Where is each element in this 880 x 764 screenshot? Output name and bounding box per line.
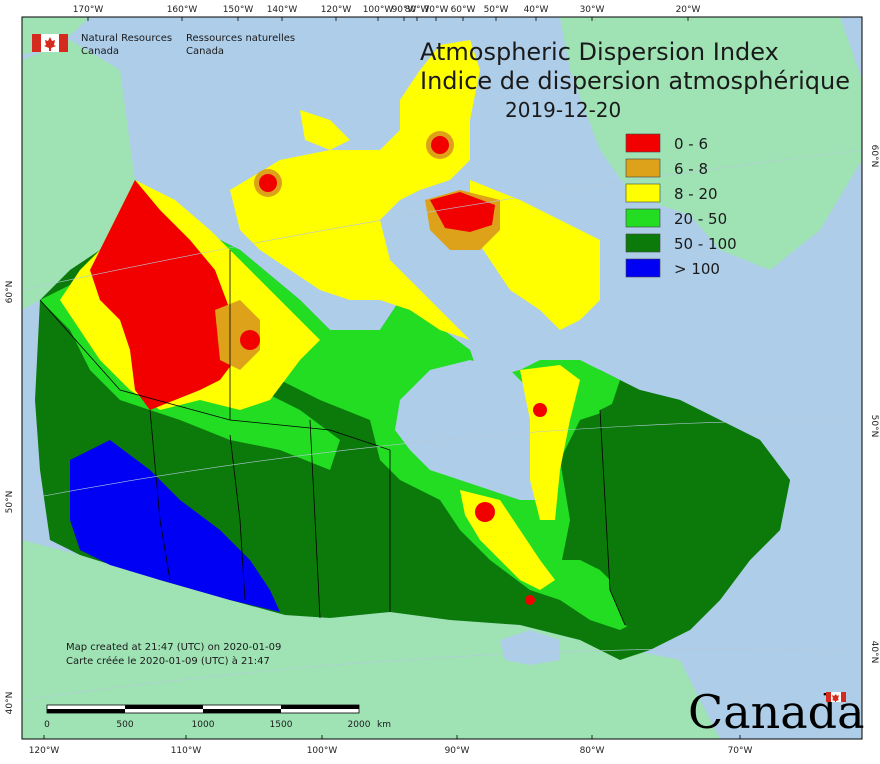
legend-label: 6 - 8 <box>674 160 708 178</box>
legend-swatch <box>625 183 661 203</box>
bottom-tick-label: 90°W <box>445 746 470 756</box>
legend-swatch <box>625 258 661 278</box>
created-note-en: Map created at 21:47 (UTC) on 2020-01-09 <box>66 642 281 653</box>
top-tick-label: 140°W <box>267 5 298 15</box>
org-en-line2: Canada <box>81 46 119 57</box>
graticule <box>21 149 863 701</box>
legend-label: 20 - 50 <box>674 210 727 228</box>
great-lakes <box>500 630 560 665</box>
zone-0-6-spot-a <box>240 330 260 350</box>
legend-swatch <box>625 158 661 178</box>
bottom-tick-label: 70°W <box>728 746 753 756</box>
zone-8-20-quebec <box>520 365 580 520</box>
zone-50-100-east <box>600 390 790 640</box>
hudson-bay <box>395 360 545 500</box>
scale-label: 2000 <box>348 720 371 730</box>
zone-0-6-spot-b <box>259 174 277 192</box>
zone-20-50-south <box>540 560 640 630</box>
arctic-island-small <box>300 110 350 150</box>
bottom-tick-label: 80°W <box>580 746 605 756</box>
legend-label: 8 - 20 <box>674 185 718 203</box>
wordmark-flag-icon <box>826 692 846 702</box>
right-tick-label: 50°N <box>869 415 879 438</box>
scale-bar-labels: 0 500 1000 1500 2000 <box>44 720 371 730</box>
top-tick-label: 20°W <box>676 5 701 15</box>
bottom-tick-labels: 120°W 110°W 100°W 90°W 80°W 70°W <box>29 735 753 756</box>
scale-unit: km <box>377 720 391 730</box>
top-tick-label: 70°W <box>424 5 449 15</box>
zone-gt-100 <box>70 440 280 612</box>
legend-swatch <box>625 233 661 253</box>
map-date: 2019-12-20 <box>505 98 621 122</box>
top-tick-label: 120°W <box>321 5 352 15</box>
left-tick-label: 40°N <box>5 692 15 715</box>
legend: 0 - 6 6 - 8 8 - 20 20 - 50 50 - 100 > 100 <box>625 133 737 278</box>
usa-land <box>22 540 720 739</box>
title-fr: Indice de dispersion atmosphérique <box>420 67 850 95</box>
top-tick-label: 50°W <box>484 5 509 15</box>
zone-0-6-spot-f <box>525 595 535 605</box>
canada-wordmark: Canada <box>688 685 865 739</box>
province-borders <box>39 250 626 626</box>
top-tick-labels: 170°W 160°W 150°W 140°W 120°W 100°W90°W80°W70… <box>73 5 701 21</box>
canada-flag-icon <box>32 34 68 52</box>
scale-label: 1500 <box>270 720 293 730</box>
top-tick-label: 80°W <box>405 5 430 15</box>
org-en-line1: Natural Resources <box>81 33 172 44</box>
top-tick-label: 40°W <box>524 5 549 15</box>
zone-0-6-spot-d <box>475 502 495 522</box>
top-tick-label: 160°W <box>167 5 198 15</box>
scale-label: 1000 <box>192 720 215 730</box>
arctic-archipelago <box>230 40 480 340</box>
left-tick-labels: 60°N 50°N 40°N <box>5 281 15 715</box>
zone-6-8-northwest <box>215 300 260 370</box>
top-tick-label: 90°W <box>392 5 417 15</box>
alaska-land <box>22 40 135 310</box>
bottom-tick-label: 100°W <box>307 746 338 756</box>
left-tick-label: 60°N <box>5 281 15 304</box>
map-border <box>21 16 863 740</box>
right-tick-label: 60°N <box>869 145 879 168</box>
legend-swatch <box>625 208 661 228</box>
bottom-tick-label: 110°W <box>171 746 202 756</box>
scale-bar: 0 500 1000 1500 2000 km <box>44 704 391 730</box>
scale-label: 500 <box>116 720 133 730</box>
greenland <box>560 17 862 270</box>
legend-label: 50 - 100 <box>674 235 737 253</box>
legend-label: 0 - 6 <box>674 135 708 153</box>
zone-0-6-spot-c <box>431 136 449 154</box>
top-tick-label: 100°W <box>363 5 394 15</box>
right-tick-labels: 60°N 50°N 40°N <box>869 145 879 664</box>
org-fr-line2: Canada <box>186 46 224 57</box>
bottom-tick-label: 120°W <box>29 746 60 756</box>
legend-swatch <box>625 133 661 153</box>
scale-label: 0 <box>44 720 50 730</box>
left-tick-label: 50°N <box>5 491 15 514</box>
top-tick-label: 170°W <box>73 5 104 15</box>
top-tick-label: 60°W <box>451 5 476 15</box>
zone-0-6-spot-e <box>533 403 547 417</box>
zone-0-6-northwest <box>90 180 235 410</box>
right-tick-label: 40°N <box>869 641 879 664</box>
title-en: Atmospheric Dispersion Index <box>420 38 779 66</box>
top-tick-label: 30°W <box>580 5 605 15</box>
zone-0-6-arctic <box>430 192 495 232</box>
created-note-fr: Carte créée le 2020-01-09 (UTC) à 21:47 <box>66 655 270 667</box>
baffin-island <box>470 180 600 330</box>
top-tick-label: 150°W <box>223 5 254 15</box>
organization-block: Natural Resources Canada Ressources natu… <box>32 33 295 57</box>
legend-label: > 100 <box>674 260 720 278</box>
org-fr-line1: Ressources naturelles <box>186 33 295 44</box>
